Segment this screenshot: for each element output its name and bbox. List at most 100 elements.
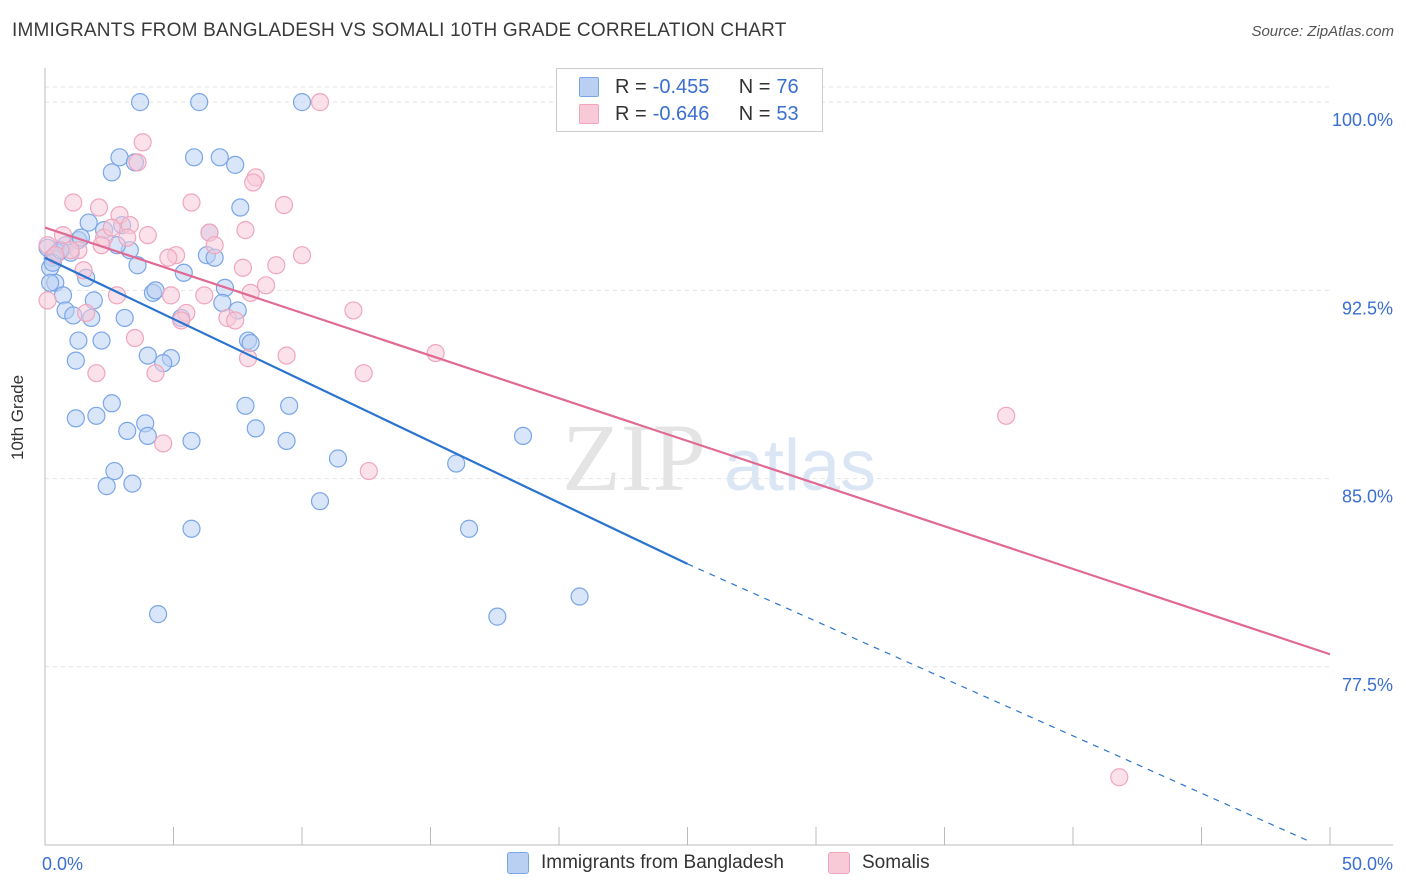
data-point [61,241,80,260]
data-point [130,93,150,112]
data-point [66,351,85,370]
data-point [277,346,296,365]
legend-item-bangladesh[interactable]: Immigrants from Bangladesh [507,852,784,874]
data-point [233,258,252,277]
data-point [190,93,209,112]
data-point [231,198,250,217]
legend-r-label: R = [615,75,647,98]
axes [44,68,1393,846]
legend-swatch-bangladesh [507,852,529,874]
data-point [133,133,152,152]
data-point [97,477,116,496]
data-point [292,246,312,265]
legend-r-label: R = [615,102,647,125]
legend-r-value-bangladesh: -0.455 [652,75,710,98]
legend-n-label: N = [738,75,771,98]
y-tick-label: 77.5% [1342,675,1393,695]
data-point [105,461,124,481]
y-tick-label: 85.0% [1342,487,1393,507]
series-somalis [38,93,1129,787]
data-point [226,311,245,330]
data-point [246,419,265,438]
data-point [38,291,57,310]
chart-source: Source: ZipAtlas.com [1251,23,1394,40]
legend-swatch-somalis [828,852,850,874]
data-point [148,605,168,624]
data-point [46,246,65,265]
legend-n-value-somalis: 53 [776,102,799,125]
trend-extension-bangladesh [687,563,1313,844]
data-point [77,303,96,323]
data-point [159,248,178,267]
data-point [92,331,111,350]
data-point [310,93,330,112]
data-point [359,461,378,481]
data-point [118,228,137,247]
data-point [154,434,173,453]
data-point [236,221,255,240]
watermark-zip: ZIP [562,404,706,511]
x-tick-label-min: 0.0% [42,854,83,874]
data-point [102,218,121,237]
data-point [205,236,224,255]
legend-r-value-somalis: -0.646 [652,102,710,125]
data-point [274,195,294,215]
data-point [92,236,111,255]
data-point [87,364,106,383]
data-point [426,343,445,363]
y-tick-label: 100.0% [1332,110,1393,130]
data-point [1110,768,1129,787]
data-point [182,431,201,451]
data-point [292,93,312,112]
data-point [195,286,214,305]
data-point [79,213,98,232]
y-tick-label: 92.5% [1342,298,1393,318]
trend-line-bangladesh [44,256,688,565]
data-point [118,421,137,440]
data-point [138,426,157,446]
legend-item-somalis[interactable]: Somalis [828,852,930,874]
data-point [236,396,255,415]
y-tick-labels: 77.5% 85.0% 92.5% 100.0% [1332,110,1393,695]
data-point [128,153,147,172]
data-point [241,333,260,353]
chart-title: IMMIGRANTS FROM BANGLADESH VS SOMALI 10T… [12,20,787,41]
data-point [102,163,121,182]
data-point [256,276,276,295]
data-point [146,281,165,300]
data-point [102,394,121,413]
data-point [310,492,330,511]
data-points [38,93,1129,787]
data-point [184,148,204,167]
data-point [53,286,73,305]
data-point [53,226,73,245]
data-point [328,449,348,468]
legend-n-value-bangladesh: 76 [776,75,799,98]
grid-lines [45,86,1330,668]
data-point [997,406,1016,425]
data-point [210,148,229,167]
data-point [267,256,286,275]
legend-row-somalis: R = -0.646 N = 53 [579,102,799,126]
legend-swatch-somalis [579,104,599,124]
data-point [125,328,145,348]
data-point [146,364,165,383]
data-point [110,148,129,167]
trend-lines [44,226,1331,844]
trend-line-somalis [44,226,1331,656]
legend-label-somalis: Somalis [862,852,930,873]
data-point [69,331,88,350]
data-point [447,454,466,473]
data-point [244,173,263,192]
data-point [213,293,232,312]
data-point [123,474,142,493]
data-point [226,155,245,174]
data-point [161,286,181,305]
data-point [66,409,85,428]
data-point [182,193,201,212]
data-point [280,396,299,415]
data-point [182,519,201,538]
data-point [513,426,533,446]
data-point [138,226,157,245]
